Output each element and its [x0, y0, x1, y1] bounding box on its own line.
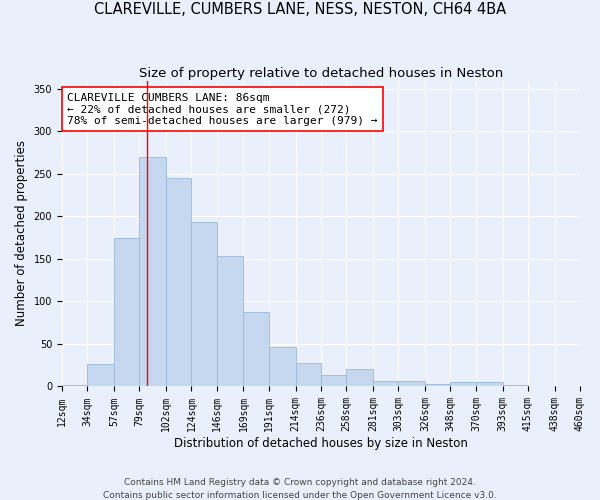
Bar [398, 380, 425, 386]
Bar [503, 385, 528, 386]
Bar [425, 384, 451, 386]
Text: CLAREVILLE CUMBERS LANE: 86sqm
← 22% of detached houses are smaller (272)
78% of: CLAREVILLE CUMBERS LANE: 86sqm ← 22% of … [67, 92, 377, 126]
Bar [139, 157, 166, 386]
Bar [88, 364, 114, 386]
Bar [476, 382, 503, 386]
Bar [114, 238, 139, 386]
X-axis label: Distribution of detached houses by size in Neston: Distribution of detached houses by size … [174, 437, 468, 450]
Y-axis label: Number of detached properties: Number of detached properties [15, 140, 28, 326]
Title: Size of property relative to detached houses in Neston: Size of property relative to detached ho… [139, 68, 503, 80]
Bar [346, 368, 373, 386]
Bar [451, 382, 476, 386]
Bar [244, 312, 269, 386]
Bar [166, 178, 191, 386]
Bar [269, 346, 296, 387]
Text: Contains HM Land Registry data © Crown copyright and database right 2024.
Contai: Contains HM Land Registry data © Crown c… [103, 478, 497, 500]
Bar [62, 385, 88, 386]
Bar [321, 374, 346, 386]
Bar [373, 380, 398, 386]
Bar [191, 222, 217, 386]
Bar [296, 362, 321, 386]
Text: CLAREVILLE, CUMBERS LANE, NESS, NESTON, CH64 4BA: CLAREVILLE, CUMBERS LANE, NESS, NESTON, … [94, 2, 506, 18]
Bar [217, 256, 244, 386]
